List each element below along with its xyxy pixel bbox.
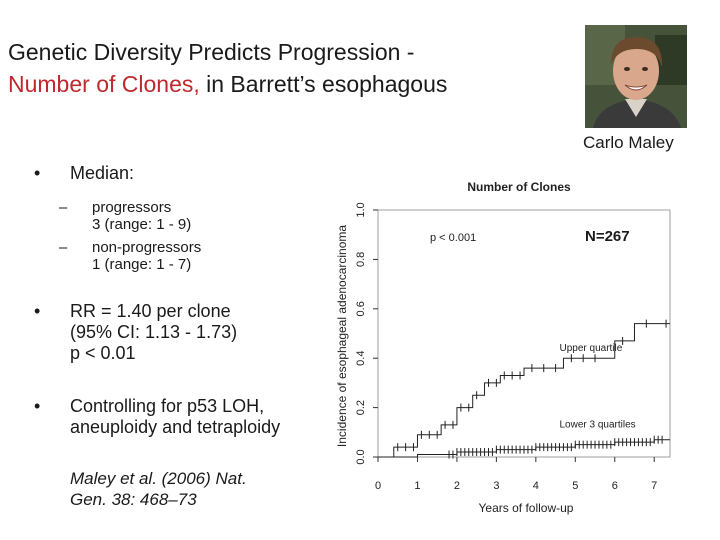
sub-bullet-marker: – [59, 239, 68, 256]
axes: 0.0 0.2 0.4 0.6 0.8 1.0 0 1 2 3 4 5 6 7 [355, 202, 671, 492]
x-tick-label: 4 [533, 480, 539, 492]
x-tick-label: 0 [375, 480, 381, 492]
y-tick-label: 0.4 [355, 351, 367, 366]
y-tick-label: 0.2 [355, 400, 367, 415]
portrait-image [585, 25, 687, 128]
x-tick-label: 2 [454, 480, 460, 492]
y-tick-label: 0.6 [355, 301, 367, 316]
y-tick-label: 0.8 [355, 252, 367, 267]
x-tick-label: 3 [493, 480, 499, 492]
y-tick-label: 1.0 [355, 202, 367, 217]
bullet-text: RR = 1.40 per clone (95% CI: 1.13 - 1.73… [70, 301, 238, 363]
sub-bullet-marker: – [59, 199, 68, 216]
title-rest: in Barrett’s esophagous [199, 71, 448, 97]
x-tick-label: 5 [572, 480, 578, 492]
sub-bullet-text: progressors 3 (range: 1 - 9) [92, 199, 192, 233]
reference-citation: Maley et al. (2006) Nat. Gen. 38: 468–73 [70, 469, 247, 509]
bullet-marker: • [34, 163, 41, 183]
plot-frame [377, 209, 671, 458]
slide-title: Genetic Diversity Predicts Progression -… [8, 36, 568, 100]
series-label: Lower 3 quartiles [560, 419, 636, 430]
kaplan-meier-chart: Number of Clones Years of follow-up Inci… [335, 180, 671, 515]
x-tick-label: 1 [414, 480, 420, 492]
x-tick-label: 6 [612, 480, 618, 492]
series-curves: Upper quartile Lower 3 quartiles [378, 319, 670, 459]
title-line-2: Number of Clones, in Barrett’s esophagou… [8, 68, 568, 100]
portrait-photo [585, 25, 687, 128]
bullet-text: Median: [70, 163, 135, 183]
p-value-annotation: p < 0.001 [430, 232, 476, 244]
sub-bullet-text: non-progressors 1 (range: 1 - 7) [92, 239, 202, 273]
title-highlight: Number of Clones, [8, 71, 200, 97]
photo-caption: Carlo Maley [583, 133, 674, 152]
x-axis-label: Years of follow-up [479, 501, 574, 515]
title-line-1: Genetic Diversity Predicts Progression - [8, 39, 415, 65]
bullet-text: Controlling for p53 LOH, aneuploidy and … [70, 396, 281, 437]
bullet-marker: • [34, 301, 41, 321]
sample-size-label: N=267 [585, 228, 630, 245]
x-tick-label: 7 [651, 480, 657, 492]
y-axis-label: Incidence of esophageal adenocarcinoma [335, 225, 349, 447]
chart-title: Number of Clones [467, 180, 571, 194]
bullet-marker: • [34, 396, 41, 416]
series-label: Upper quartile [560, 343, 623, 354]
y-tick-label: 0.0 [355, 449, 367, 464]
